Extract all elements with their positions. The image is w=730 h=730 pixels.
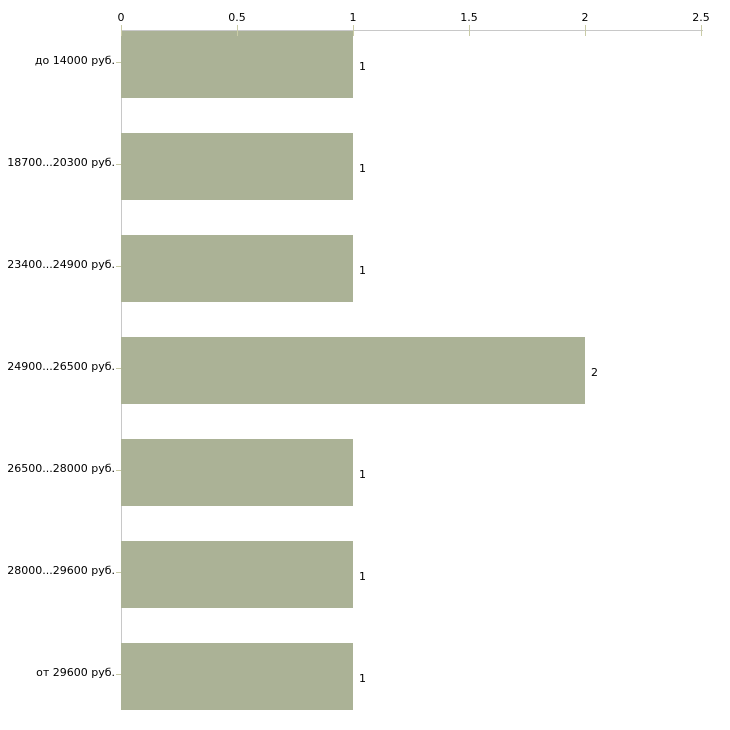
bar-value-label: 1 <box>359 264 366 277</box>
x-tick-label: 1 <box>349 11 357 24</box>
x-tick-label: 2 <box>581 11 589 24</box>
bar-value-label: 1 <box>359 468 366 481</box>
bar <box>121 541 353 608</box>
category-label: от 29600 руб. <box>36 666 115 679</box>
y-tick-mark <box>116 164 121 165</box>
bar <box>121 31 353 98</box>
bar-value-label: 1 <box>359 570 366 583</box>
category-label: до 14000 руб. <box>34 54 115 67</box>
bar <box>121 337 585 404</box>
bar-value-label: 1 <box>359 672 366 685</box>
bar <box>121 643 353 710</box>
y-tick-mark <box>116 470 121 471</box>
y-tick-mark <box>116 62 121 63</box>
y-tick-mark <box>116 572 121 573</box>
category-label: 23400...24900 руб. <box>7 258 115 271</box>
bar <box>121 133 353 200</box>
x-tick-label: 0.5 <box>228 11 246 24</box>
y-tick-mark <box>116 266 121 267</box>
x-tick-mark <box>701 25 702 36</box>
category-label: 24900...26500 руб. <box>7 360 115 373</box>
x-tick-mark <box>585 25 586 36</box>
y-tick-mark <box>116 368 121 369</box>
bar <box>121 439 353 506</box>
bar <box>121 235 353 302</box>
category-label: 18700...20300 руб. <box>7 156 115 169</box>
category-label: 28000...29600 руб. <box>7 564 115 577</box>
x-tick-label: 0 <box>117 11 125 24</box>
x-tick-mark <box>121 25 122 36</box>
x-tick-mark <box>237 25 238 36</box>
x-tick-label: 1.5 <box>460 11 478 24</box>
category-label: 26500...28000 руб. <box>7 462 115 475</box>
x-tick-label: 2.5 <box>692 11 710 24</box>
x-tick-mark <box>469 25 470 36</box>
x-axis-line <box>121 30 703 31</box>
bar-value-label: 1 <box>359 60 366 73</box>
bar-value-label: 1 <box>359 162 366 175</box>
bar-value-label: 2 <box>591 366 598 379</box>
y-tick-mark <box>116 674 121 675</box>
x-tick-mark <box>353 25 354 36</box>
